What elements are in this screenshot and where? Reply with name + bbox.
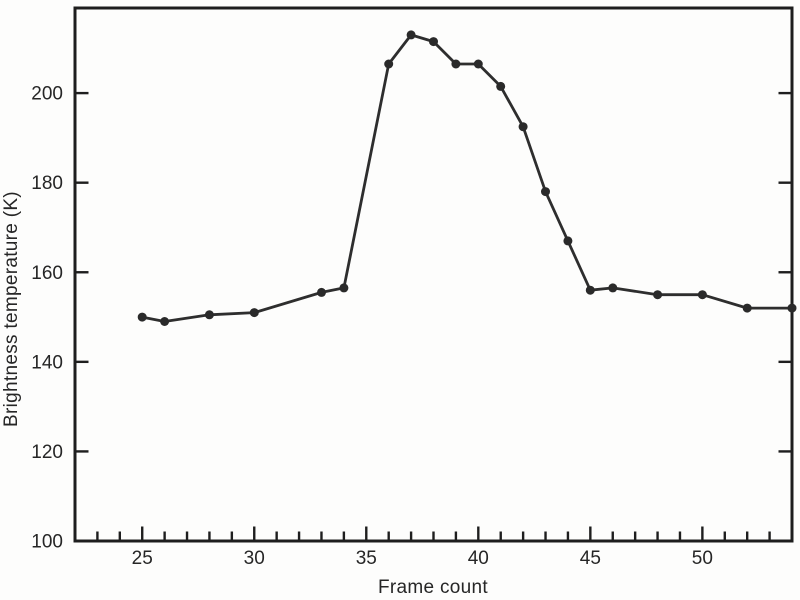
y-tick-label: 200 <box>31 84 63 105</box>
data-point-marker <box>496 81 506 91</box>
data-point-marker <box>451 59 461 69</box>
data-point-marker <box>563 236 573 246</box>
data-point-marker <box>787 303 797 313</box>
data-point-marker <box>608 283 618 293</box>
data-point-marker <box>429 37 438 47</box>
data-point-marker <box>339 283 349 293</box>
y-tick-label: 100 <box>31 532 63 553</box>
data-point-marker <box>697 290 707 300</box>
data-point-marker <box>473 59 483 69</box>
y-tick-label: 120 <box>31 442 63 463</box>
data-point-marker <box>406 30 416 40</box>
data-point-marker <box>541 187 550 197</box>
data-point-marker <box>653 290 663 300</box>
plot-border <box>73 6 794 543</box>
x-tick-label: 30 <box>244 548 265 569</box>
data-point-marker <box>585 285 595 295</box>
data-point-marker <box>160 317 170 326</box>
y-tick-label: 140 <box>31 352 63 373</box>
x-axis-title: Frame count <box>378 577 488 598</box>
y-tick-label: 160 <box>31 263 63 284</box>
x-tick-label: 35 <box>356 548 377 569</box>
x-tick-label: 40 <box>468 548 489 569</box>
data-point-marker <box>317 287 326 297</box>
data-point-marker <box>518 122 528 132</box>
plot-generated: 25 30 35 40 45 50 100 120 140 160 180 200 <box>31 6 797 569</box>
data-point-marker <box>249 308 259 318</box>
x-tick-label: 45 <box>580 548 601 569</box>
y-axis-title: Brightness temperature (K) <box>1 191 22 427</box>
y-tick-label: 180 <box>31 173 63 194</box>
data-point-marker <box>384 59 394 69</box>
data-point-marker <box>742 303 752 313</box>
data-point-marker <box>204 310 214 320</box>
x-tick-label: 50 <box>692 548 713 569</box>
x-tick-label: 25 <box>132 548 153 569</box>
data-line <box>140 33 794 323</box>
data-point-marker <box>137 312 147 322</box>
